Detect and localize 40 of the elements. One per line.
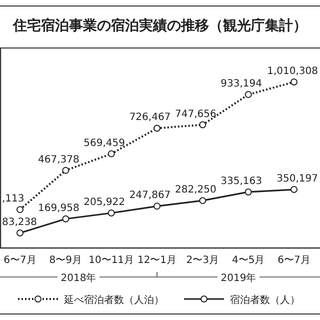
point — [290, 78, 298, 86]
annotation: ,113 — [2, 194, 24, 205]
x-tick-label: 6〜7月 — [278, 255, 310, 266]
data-label: 933,194 — [220, 78, 262, 90]
point — [62, 215, 70, 222]
data-label: 1,010,308 — [267, 66, 318, 77]
x-tick-label: 8〜9月 — [49, 255, 82, 266]
point — [199, 121, 206, 128]
x-tick-label: 4〜5月 — [232, 255, 265, 266]
x-tick-label: 12〜1月 — [137, 255, 177, 266]
data-label: 169,958 — [38, 202, 80, 214]
data-label: 247,867 — [129, 190, 171, 202]
title: 住宅宿泊事業の宿泊実績の推移（観光庁集計） — [13, 18, 307, 34]
point — [16, 230, 24, 236]
point — [154, 202, 160, 210]
data-label: 83,238 — [2, 217, 37, 228]
x-tick-label: 6〜7月 — [4, 255, 36, 266]
point — [108, 210, 115, 217]
point — [244, 188, 252, 196]
text: 2018年 — [60, 272, 96, 284]
point — [16, 206, 24, 214]
data-label: 726,467 — [129, 112, 171, 124]
point — [62, 166, 70, 174]
point — [244, 91, 252, 98]
data-label: 205,922 — [84, 197, 126, 208]
legend-label: 宿泊者数（人） — [230, 294, 300, 306]
x-tick-label: 10〜11月 — [88, 255, 134, 266]
legend-label: 延べ宿泊者数（人泊） — [63, 294, 164, 306]
text: 2019年 — [220, 272, 256, 284]
data-label: 747,656 — [174, 108, 216, 120]
data-label: 350,197 — [276, 174, 318, 185]
point — [290, 186, 298, 194]
data-label: 282,250 — [174, 184, 216, 196]
x-tick-label: 2〜3月 — [186, 255, 220, 266]
point — [199, 197, 206, 204]
data-label: 467,378 — [38, 154, 80, 166]
point — [108, 150, 115, 158]
point — [154, 124, 160, 132]
data-label: 569,459 — [84, 138, 126, 149]
data-label: 335,163 — [220, 176, 262, 187]
